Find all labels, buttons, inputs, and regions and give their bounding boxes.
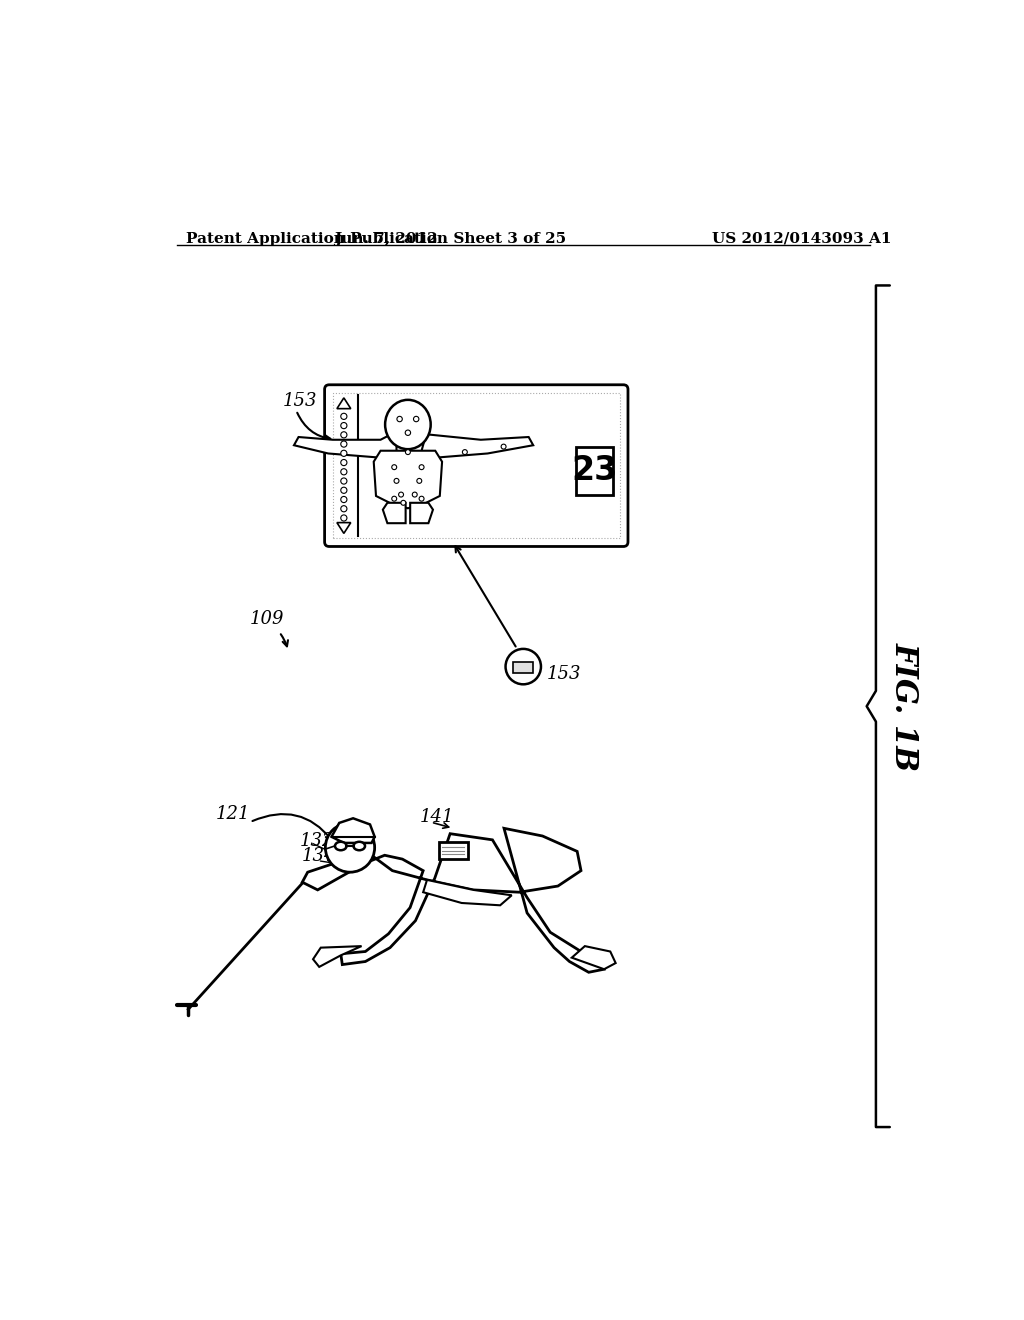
Circle shape: [406, 450, 411, 454]
Polygon shape: [423, 880, 512, 906]
Text: 132: 132: [300, 832, 335, 850]
Circle shape: [413, 492, 417, 498]
Circle shape: [394, 478, 399, 483]
Circle shape: [341, 432, 347, 438]
Bar: [438, 842, 468, 859]
Circle shape: [341, 496, 347, 503]
Circle shape: [341, 422, 347, 429]
Polygon shape: [294, 432, 396, 459]
Polygon shape: [383, 503, 406, 523]
Polygon shape: [571, 946, 615, 969]
Text: 109: 109: [250, 610, 285, 628]
Text: 153: 153: [547, 665, 581, 684]
Ellipse shape: [335, 842, 346, 850]
Polygon shape: [313, 946, 361, 966]
Text: 153: 153: [283, 392, 316, 411]
Bar: [333, 393, 620, 539]
Circle shape: [392, 496, 396, 502]
Ellipse shape: [385, 400, 431, 449]
Circle shape: [341, 413, 347, 420]
Text: US 2012/0143093 A1: US 2012/0143093 A1: [712, 231, 892, 246]
Polygon shape: [411, 503, 433, 523]
Circle shape: [506, 649, 541, 684]
Circle shape: [419, 496, 424, 502]
Polygon shape: [337, 523, 351, 533]
Circle shape: [341, 469, 347, 475]
Circle shape: [326, 822, 375, 873]
Circle shape: [417, 478, 422, 483]
Circle shape: [341, 478, 347, 484]
FancyBboxPatch shape: [325, 385, 628, 546]
Circle shape: [341, 515, 347, 521]
Circle shape: [341, 506, 347, 512]
Circle shape: [400, 500, 406, 506]
Ellipse shape: [353, 842, 365, 850]
Circle shape: [341, 441, 347, 447]
Polygon shape: [419, 434, 534, 459]
Text: Patent Application Publication: Patent Application Publication: [186, 231, 449, 246]
Polygon shape: [337, 397, 351, 409]
Circle shape: [341, 450, 347, 457]
Text: FIG. 1B: FIG. 1B: [889, 642, 920, 771]
Text: 23: 23: [571, 454, 617, 487]
Circle shape: [501, 444, 506, 449]
Circle shape: [398, 492, 403, 498]
Circle shape: [341, 487, 347, 494]
Text: 141: 141: [419, 808, 454, 826]
Text: 121: 121: [215, 805, 250, 824]
Bar: [575, 447, 612, 495]
Circle shape: [392, 465, 396, 470]
Circle shape: [463, 450, 467, 454]
Text: Jun. 7, 2012   Sheet 3 of 25: Jun. 7, 2012 Sheet 3 of 25: [334, 231, 566, 246]
Polygon shape: [332, 818, 375, 843]
Bar: [513, 663, 534, 673]
Circle shape: [397, 416, 402, 421]
Circle shape: [406, 430, 411, 436]
Circle shape: [414, 416, 419, 421]
Circle shape: [419, 465, 424, 470]
Polygon shape: [302, 829, 604, 973]
Circle shape: [341, 459, 347, 466]
Polygon shape: [374, 450, 442, 508]
Text: 134: 134: [301, 847, 336, 865]
